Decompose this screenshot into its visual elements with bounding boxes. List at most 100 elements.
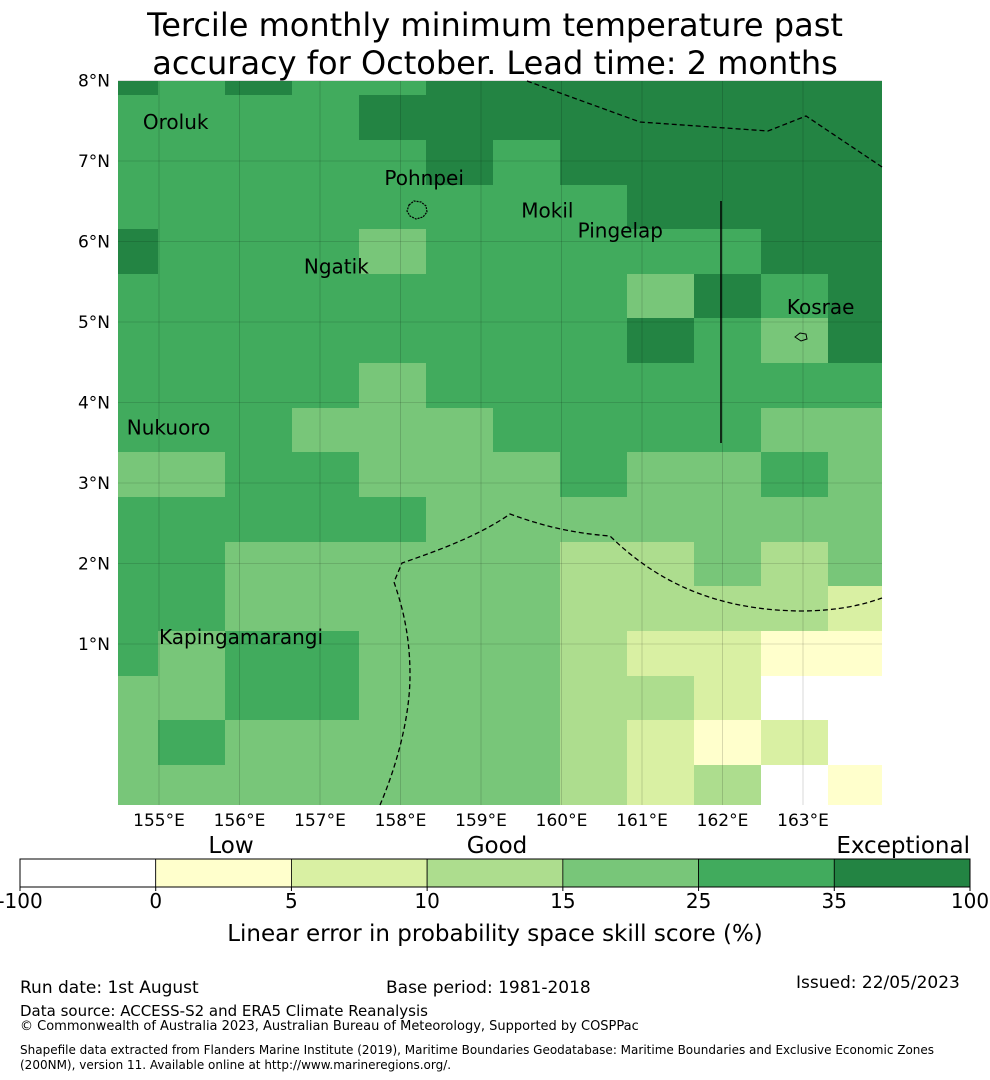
latitude-tick-labels: 1°N 2°N 3°N 4°N 5°N 6°N 7°N 8°N (78, 72, 110, 656)
grid-cell (426, 363, 493, 408)
grid-cell (359, 185, 426, 229)
legend-category-label: Low (208, 833, 253, 859)
grid-cell (627, 140, 694, 185)
grid-cell (292, 318, 359, 363)
grid-cell (118, 363, 158, 408)
grid-cell (828, 676, 882, 720)
grid-cell (627, 676, 694, 720)
grid-cell (761, 408, 828, 452)
skill-grid (118, 81, 882, 805)
run-date: Run date: 1st August (20, 978, 199, 998)
grid-cell (560, 452, 627, 497)
legend-tick-label: 35 (822, 889, 847, 913)
grid-cell (426, 765, 493, 805)
grid-cell (560, 95, 627, 140)
place-label: Nukuoro (127, 416, 211, 440)
grid-cell (828, 408, 882, 452)
grid-cell (493, 676, 560, 720)
grid-cell (225, 274, 292, 318)
legend-colorbar: -100 0 5 10 15 25 35 100 Low Good Exceptional Linea… (0, 833, 989, 947)
grid-cell (761, 363, 828, 408)
longitude-tick-label: 159°E (455, 811, 507, 831)
grid-cell (560, 542, 627, 586)
grid-cell (694, 274, 761, 318)
grid-cell (118, 140, 158, 185)
grid-cell (426, 542, 493, 586)
grid-cell (118, 765, 158, 805)
place-label: Mokil (521, 198, 573, 222)
grid-cell (493, 720, 560, 765)
map-gridlines (118, 80, 882, 805)
title-line-1: Tercile monthly minimum temperature past (147, 6, 843, 44)
grid-cell (225, 363, 292, 408)
grid-cell (118, 452, 158, 497)
place-label: Pohnpei (384, 166, 464, 190)
grid-cell (158, 274, 225, 318)
grid-cell (158, 185, 225, 229)
latitude-tick-label: 7°N (78, 152, 110, 172)
grid-cell (426, 452, 493, 497)
grid-cell (761, 542, 828, 586)
grid-cell (828, 542, 882, 586)
grid-cell (694, 586, 761, 631)
grid-cell (158, 720, 225, 765)
grid-cell (158, 452, 225, 497)
grid-cell (292, 765, 359, 805)
title-line-2: accuracy for October. Lead time: 2 month… (152, 44, 838, 82)
grid-cell (694, 81, 761, 95)
map-title: Tercile monthly minimum temperature past… (0, 6, 990, 82)
longitude-tick-label: 161°E (616, 811, 668, 831)
grid-cell (292, 720, 359, 765)
grid-cell (828, 631, 882, 676)
grid-cell (761, 631, 828, 676)
grid-cell (225, 765, 292, 805)
grid-cell (828, 497, 882, 542)
grid-cell (560, 631, 627, 676)
grid-cell (493, 586, 560, 631)
latitude-tick-label: 6°N (78, 233, 110, 253)
grid-cell (225, 185, 292, 229)
eez-boundary-south (379, 513, 883, 806)
legend-tick-label: -100 (0, 889, 43, 913)
grid-cell (426, 720, 493, 765)
grid-cell (828, 452, 882, 497)
grid-cell (694, 229, 761, 274)
grid-cell (493, 408, 560, 452)
grid-cell (118, 497, 158, 542)
grid-cell (694, 318, 761, 363)
grid-cell (158, 497, 225, 542)
grid-cell (292, 542, 359, 586)
grid-cell (359, 229, 426, 274)
grid-cell (292, 185, 359, 229)
grid-cell (118, 720, 158, 765)
grid-cell (560, 140, 627, 185)
grid-cell (627, 229, 694, 274)
longitude-tick-label: 162°E (697, 811, 749, 831)
grid-cell (292, 229, 359, 274)
grid-cell (158, 363, 225, 408)
grid-cell (118, 81, 158, 95)
longitude-tick-labels: 155°E 156°E 157°E 158°E 159°E 160°E 161°E 162°E… (133, 811, 829, 831)
legend-color-swatch (155, 858, 292, 888)
grid-cell (761, 497, 828, 542)
legend-tick-label: 10 (414, 889, 439, 913)
grid-cell (225, 140, 292, 185)
grid-cell (761, 185, 828, 229)
grid-cell (426, 318, 493, 363)
legend-color-swatch (19, 858, 157, 888)
grid-cell (493, 229, 560, 274)
grid-cell (359, 631, 426, 676)
legend-tick-label: 100 (951, 889, 989, 913)
grid-cell (828, 185, 882, 229)
grid-cell (158, 140, 225, 185)
place-label: Ngatik (304, 255, 369, 279)
grid-cell (118, 586, 158, 631)
grid-cell (560, 408, 627, 452)
grid-cell (627, 81, 694, 95)
legend-category-label: Good (467, 833, 528, 859)
grid-cell (560, 81, 627, 95)
grid-cell (493, 81, 560, 95)
grid-cell (118, 631, 158, 676)
grid-cell (426, 229, 493, 274)
